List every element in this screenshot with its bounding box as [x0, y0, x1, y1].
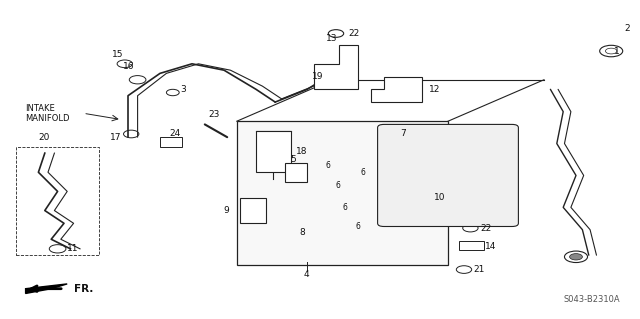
Text: 12: 12 — [429, 85, 440, 94]
Polygon shape — [314, 45, 358, 89]
Text: 21: 21 — [474, 265, 485, 274]
Text: 4: 4 — [304, 270, 310, 279]
Text: 13: 13 — [326, 34, 337, 43]
Text: 1: 1 — [614, 47, 620, 56]
Text: S043-B2310A: S043-B2310A — [563, 295, 620, 304]
Polygon shape — [26, 284, 67, 293]
Text: 2: 2 — [624, 24, 630, 33]
Text: 6: 6 — [342, 203, 348, 212]
Text: 5: 5 — [290, 155, 296, 164]
Text: 17: 17 — [110, 133, 122, 142]
FancyBboxPatch shape — [378, 124, 518, 226]
Text: 11: 11 — [67, 244, 79, 253]
Text: 15: 15 — [112, 50, 124, 59]
Text: 7: 7 — [400, 130, 406, 138]
Text: 10: 10 — [434, 193, 445, 202]
Text: 14: 14 — [485, 242, 497, 251]
Text: 9: 9 — [223, 206, 229, 215]
Text: 20: 20 — [38, 133, 50, 142]
Bar — [160, 137, 182, 147]
Text: 16: 16 — [123, 63, 134, 71]
Polygon shape — [371, 77, 422, 102]
Text: 22: 22 — [480, 224, 492, 233]
Text: INTAKE
MANIFOLD: INTAKE MANIFOLD — [26, 104, 70, 123]
Bar — [459, 241, 484, 250]
Text: 24: 24 — [170, 130, 181, 138]
Bar — [285, 163, 307, 182]
Text: 6: 6 — [355, 222, 360, 231]
Bar — [240, 198, 266, 223]
Text: 18: 18 — [296, 147, 307, 156]
Text: 22: 22 — [348, 29, 360, 38]
Circle shape — [570, 254, 582, 260]
Text: 6: 6 — [360, 168, 365, 177]
Text: 19: 19 — [312, 72, 323, 81]
FancyBboxPatch shape — [237, 121, 448, 265]
Text: 6: 6 — [336, 181, 341, 189]
Text: 23: 23 — [208, 110, 220, 119]
Text: 6: 6 — [325, 161, 330, 170]
Bar — [16, 147, 99, 255]
Text: FR.: FR. — [74, 284, 93, 294]
Text: 8: 8 — [300, 228, 305, 237]
FancyBboxPatch shape — [256, 131, 291, 172]
Text: 3: 3 — [180, 85, 186, 94]
